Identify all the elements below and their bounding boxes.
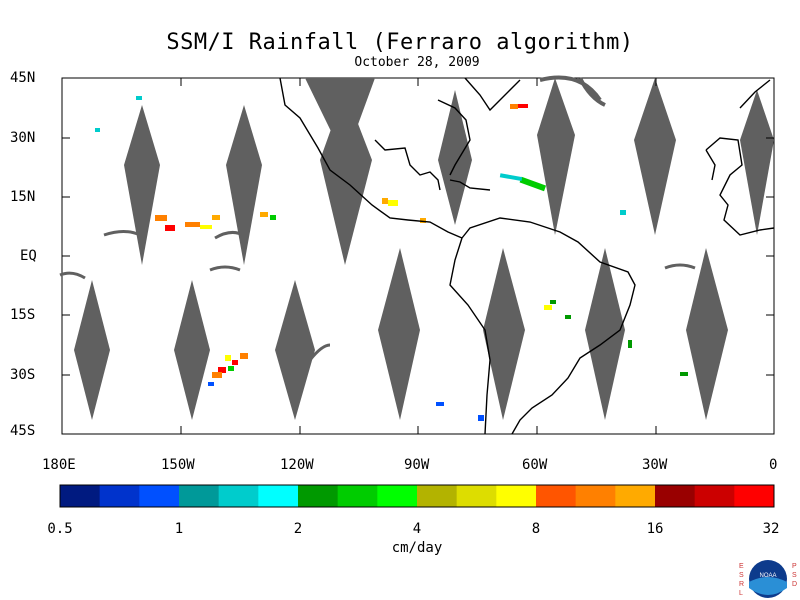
lat-label-30n: 30N (10, 130, 36, 146)
colorbar-segment (575, 485, 616, 507)
rainfall-cells (95, 96, 688, 421)
colorbar-segment (218, 485, 259, 507)
colorbar-units: cm/day (391, 540, 443, 556)
colorbar-segment (615, 485, 656, 507)
lon-label-180e: 180E (42, 457, 76, 473)
colorbar-label-0: 0.5 (47, 521, 73, 537)
colorbar-segment (536, 485, 577, 507)
colorbar-frame (59, 484, 775, 508)
logo-center-text: NOAA (759, 573, 776, 579)
colorbar-label-3: 4 (412, 521, 422, 537)
lon-label-150w: 150W (161, 457, 195, 473)
lon-label-60w: 60W (522, 457, 548, 473)
coastlines (279, 77, 775, 435)
colorbar-segment (694, 485, 735, 507)
colorbar-label-1: 1 (174, 521, 184, 537)
colorbar-segment (298, 485, 339, 507)
colorbar-segment (60, 485, 101, 507)
colorbar (60, 485, 775, 507)
colorbar-segment (655, 485, 696, 507)
colorbar-label-5: 16 (646, 521, 664, 537)
data-gap-swaths (59, 75, 774, 420)
colorbar-label-2: 2 (293, 521, 303, 537)
colorbar-label-4: 8 (531, 521, 541, 537)
colorbar-segment (456, 485, 497, 507)
lon-label-0: 0 (769, 457, 778, 473)
colorbar-label-6: 32 (762, 521, 780, 537)
map-date: October 28, 2009 (354, 55, 480, 70)
lon-label-120w: 120W (280, 457, 314, 473)
lon-label-30w: 30W (642, 457, 668, 473)
colorbar-segment (139, 485, 180, 507)
colorbar-segment (99, 485, 140, 507)
colorbar-segment (179, 485, 220, 507)
lat-label-30s: 30S (10, 367, 36, 383)
colorbar-segment (417, 485, 458, 507)
lat-label-eq: EQ (20, 248, 37, 264)
colorbar-segment (258, 485, 299, 507)
lat-label-15s: 15S (10, 307, 36, 323)
lat-label-45n: 45N (10, 70, 36, 86)
colorbar-segment (377, 485, 418, 507)
lat-label-15n: 15N (10, 189, 36, 205)
map-title: SSM/I Rainfall (Ferraro algorithm) (166, 30, 634, 55)
axis-ticks (62, 78, 774, 434)
lat-label-45s: 45S (10, 423, 36, 439)
colorbar-segment (496, 485, 537, 507)
colorbar-segment (337, 485, 378, 507)
colorbar-segment (734, 485, 775, 507)
lon-label-90w: 90W (404, 457, 430, 473)
